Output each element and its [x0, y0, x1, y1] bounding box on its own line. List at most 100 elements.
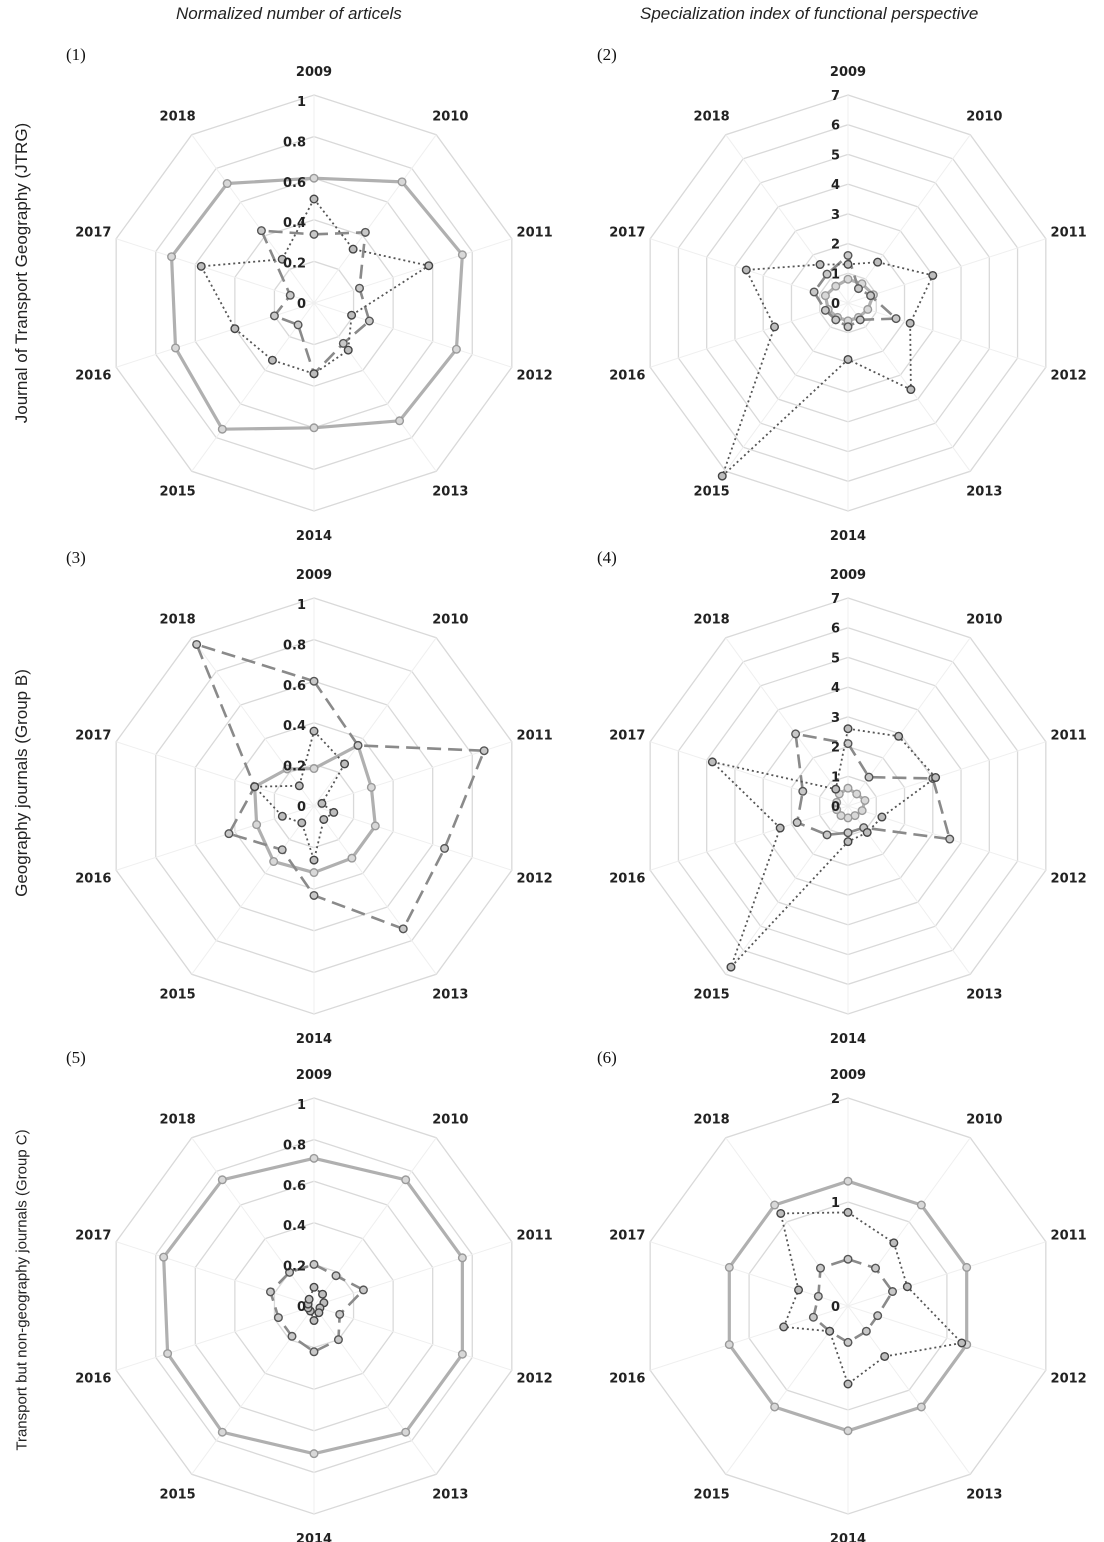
data-point — [297, 818, 307, 828]
data-point — [726, 962, 736, 972]
grid-spoke — [116, 741, 315, 807]
data-point — [813, 1291, 823, 1301]
data-point — [309, 194, 319, 204]
grid-spoke — [116, 238, 315, 304]
category-label: 2013 — [966, 1488, 1002, 1503]
data-point — [217, 1175, 227, 1185]
panel-label-3: (3) — [66, 548, 86, 567]
data-point — [250, 782, 260, 792]
tick-label: 0.4 — [283, 1219, 306, 1234]
category-label: 2011 — [517, 728, 553, 743]
data-point — [358, 1285, 368, 1295]
data-point — [347, 310, 357, 320]
category-label: 2011 — [517, 225, 553, 240]
data-point — [457, 250, 467, 260]
data-point — [808, 1312, 818, 1322]
data-point — [309, 1153, 319, 1163]
category-label: 2016 — [75, 1372, 111, 1387]
grid-spoke — [725, 637, 849, 807]
data-point — [843, 739, 853, 749]
grid-spoke — [191, 302, 315, 472]
category-label: 2014 — [296, 529, 332, 544]
tick-label: 5 — [831, 651, 840, 666]
tick-label: 1 — [297, 598, 306, 613]
data-point — [862, 827, 872, 837]
series-line-dashed — [269, 1263, 365, 1354]
data-point — [309, 1347, 319, 1357]
data-point — [224, 829, 234, 839]
tick-label: 2 — [831, 238, 840, 253]
data-point — [457, 1253, 467, 1263]
data-point — [309, 1449, 319, 1459]
radar-chart-4: 2009201020112012201320142015201620172018… — [609, 568, 1086, 1047]
grid-spoke — [116, 1241, 315, 1307]
grid-spoke — [313, 805, 437, 975]
data-point — [843, 1379, 853, 1389]
tick-label: 0.4 — [283, 719, 306, 734]
data-point — [287, 1331, 297, 1341]
data-point — [843, 783, 853, 793]
tick-label: 0 — [297, 800, 306, 815]
data-point — [860, 795, 870, 805]
data-point — [873, 1311, 883, 1321]
category-label: 2013 — [432, 1488, 468, 1503]
series-line-dotted — [253, 730, 346, 861]
data-point — [252, 820, 262, 830]
grid-spoke — [191, 637, 315, 807]
grid-spoke — [847, 1137, 971, 1307]
tick-label: 4 — [831, 681, 840, 696]
tick-label: 4 — [831, 178, 840, 193]
panel-label-1: (1) — [66, 45, 86, 64]
tick-label: 0 — [831, 297, 840, 312]
category-label: 2011 — [1051, 225, 1087, 240]
data-point — [916, 1200, 926, 1210]
data-point — [314, 1308, 324, 1318]
panel-label-4: (4) — [597, 548, 617, 567]
data-point — [353, 740, 363, 750]
category-label: 2009 — [830, 65, 866, 80]
tick-label: 7 — [831, 89, 840, 104]
data-point — [366, 782, 376, 792]
category-label: 2014 — [830, 529, 866, 544]
tick-label: 2 — [831, 1092, 840, 1107]
data-point — [364, 316, 374, 326]
data-point — [309, 868, 319, 878]
data-point — [277, 254, 287, 264]
series-line-dashed — [794, 732, 952, 841]
category-label: 2017 — [75, 1228, 111, 1243]
data-point — [457, 1349, 467, 1359]
data-point — [873, 257, 883, 267]
grid-spoke — [313, 741, 512, 807]
series-line-dotted — [779, 1211, 963, 1385]
series-line-dotted — [200, 198, 430, 375]
data-point — [196, 261, 206, 271]
category-label: 2016 — [609, 1372, 645, 1387]
category-label: 2017 — [609, 728, 645, 743]
category-label: 2013 — [432, 485, 468, 500]
tick-label: 0.8 — [283, 135, 306, 150]
data-point — [931, 773, 941, 783]
data-point — [822, 269, 832, 279]
data-point — [843, 259, 853, 269]
data-point — [319, 814, 329, 824]
data-point — [309, 423, 319, 433]
grid-spoke — [313, 805, 512, 871]
data-point — [318, 1289, 328, 1299]
data-point — [857, 806, 867, 816]
data-point — [843, 1254, 853, 1264]
data-point — [891, 314, 901, 324]
tick-label: 0 — [297, 1300, 306, 1315]
tick-label: 0 — [831, 1300, 840, 1315]
data-point — [724, 1262, 734, 1272]
data-point — [256, 226, 266, 236]
tick-label: 0.8 — [283, 638, 306, 653]
category-label: 2009 — [296, 568, 332, 583]
data-point — [905, 318, 915, 328]
category-label: 2012 — [1051, 872, 1087, 887]
category-label: 2017 — [609, 1228, 645, 1243]
data-point — [397, 177, 407, 187]
data-point — [843, 1207, 853, 1217]
data-point — [707, 757, 717, 767]
data-point — [309, 229, 319, 239]
data-point — [831, 315, 841, 325]
